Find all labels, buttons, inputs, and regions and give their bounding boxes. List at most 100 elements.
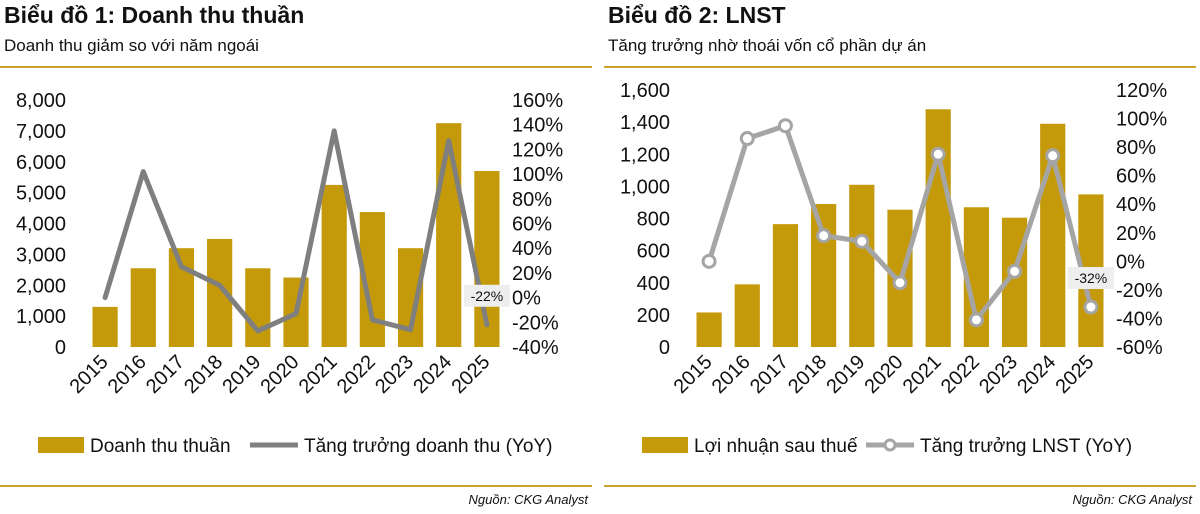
- y-right-tick-label: -60%: [1116, 337, 1163, 359]
- bar: [925, 109, 951, 348]
- y-left-tick-label: 8,000: [16, 90, 66, 112]
- bar: [811, 204, 837, 347]
- y-right-tick-label: 60%: [1116, 166, 1156, 188]
- bar: [696, 312, 722, 347]
- x-tick-label: 2023: [975, 351, 1022, 398]
- bar: [772, 224, 799, 347]
- y-right-tick-label: 80%: [1116, 137, 1156, 159]
- chart-subtitle: Doanh thu giảm so với năm ngoái: [4, 36, 259, 55]
- y-left-tick-label: 1,600: [620, 80, 670, 102]
- line-point: [739, 131, 755, 147]
- bar: [436, 123, 462, 347]
- y-right-tick-label: 100%: [512, 164, 563, 186]
- data-label-box: [463, 284, 510, 307]
- bar: [734, 284, 760, 347]
- y-right-tick-label: 120%: [1116, 80, 1167, 102]
- y-right-tick-label: -40%: [1116, 308, 1163, 330]
- y-right-tick-label: 20%: [512, 263, 552, 285]
- bottom-rule: [0, 485, 592, 487]
- y-left-tick-label: 0: [55, 337, 66, 359]
- x-tick-label: 2024: [1013, 351, 1060, 398]
- bar: [849, 184, 875, 347]
- legend-marker: [883, 438, 897, 452]
- chart-panel-1: Biểu đồ 1: Doanh thu thuần Doanh thu giả…: [0, 0, 592, 514]
- top-rule: [0, 66, 592, 68]
- growth-line: [102, 128, 490, 334]
- legend-swatch-bar: [642, 437, 688, 453]
- x-tick-label: 2018: [180, 351, 227, 398]
- bar: [92, 306, 118, 347]
- chart-panel-2: Biểu đồ 2: LNST Tăng trưởng nhờ thoái vố…: [604, 0, 1196, 514]
- x-tick-label: 2015: [670, 351, 717, 398]
- line-point: [1007, 263, 1023, 279]
- legend-label: Tăng trưởng doanh thu (YoY): [304, 436, 552, 457]
- chart-plot-2: 0 200 400 600 800 1,000 1,200 1,400 1,600 -60% -40…: [620, 80, 1167, 457]
- y-right-tick-label: -40%: [512, 337, 559, 359]
- x-tick-label: 2017: [142, 351, 189, 398]
- x-tick-label: 2015: [66, 351, 113, 398]
- y-right-tick-label: 0%: [512, 288, 541, 310]
- top-rule: [604, 66, 1196, 68]
- legend: Lợi nhuận sau thuế Tăng trưởng LNST (YoY): [642, 436, 1132, 457]
- y-left-tick-label: 1,000: [16, 306, 66, 328]
- y-left-tick-label: 0: [659, 337, 670, 359]
- line-point: [968, 312, 984, 328]
- y-right-tick-label: 40%: [1116, 194, 1156, 216]
- y-right-tick-label: 140%: [512, 115, 563, 137]
- chart-title: Biểu đồ 2: LNST: [608, 2, 786, 28]
- line-point: [1083, 299, 1099, 315]
- x-tick-label: 2022: [333, 351, 380, 398]
- y-left-tick-label: 1,000: [620, 176, 670, 198]
- source-note: Nguồn: CKG Analyst: [468, 492, 588, 507]
- y-left-tick-label: 4,000: [16, 214, 66, 236]
- x-tick-label: 2019: [822, 351, 869, 398]
- y-right-tick-label: 160%: [512, 90, 563, 112]
- bar: [321, 184, 347, 347]
- x-tick-label: 2024: [409, 351, 456, 398]
- y-left-tick-label: 5,000: [16, 183, 66, 205]
- legend-label: Tăng trưởng LNST (YoY): [920, 436, 1132, 457]
- data-label: -32%: [1067, 267, 1114, 290]
- y-right-tick-label: 40%: [512, 238, 552, 260]
- y-left-tick-label: 7,000: [16, 121, 66, 143]
- bar: [130, 268, 156, 347]
- bottom-rule: [604, 485, 1196, 487]
- data-label-text: -32%: [1075, 270, 1108, 286]
- chart-plot-1: 0 1,000 2,000 3,000 4,000 5,000 6,000 7,000 8,00…: [16, 90, 563, 457]
- bar: [245, 268, 271, 347]
- x-tick-label: 2025: [1051, 351, 1098, 398]
- line-point: [892, 275, 908, 291]
- y-right-tick-label: -20%: [1116, 280, 1163, 302]
- y-right-tick-label: 120%: [512, 139, 563, 161]
- data-label-box: [1067, 267, 1114, 290]
- y-right-tick-label: 0%: [1116, 251, 1145, 273]
- chart-title: Biểu đồ 1: Doanh thu thuần: [4, 2, 305, 28]
- x-tick-label: 2023: [371, 351, 418, 398]
- x-tick-label: 2016: [104, 351, 151, 398]
- y-right-tick-label: -20%: [512, 312, 559, 334]
- y-left-tick-label: 200: [637, 305, 670, 327]
- y-right-tick-label: 100%: [1116, 109, 1167, 131]
- y-left-tick-label: 3,000: [16, 244, 66, 266]
- chart-subtitle: Tăng trưởng nhờ thoái vốn cổ phần dự án: [608, 36, 927, 55]
- line-point: [816, 228, 832, 244]
- x-tick-label: 2020: [257, 351, 304, 398]
- x-tick-label: 2022: [937, 351, 984, 398]
- y-left-tick-label: 6,000: [16, 152, 66, 174]
- y-left-tick-label: 1,400: [620, 112, 670, 134]
- line-point: [777, 118, 793, 134]
- legend-label: Lợi nhuận sau thuế: [694, 436, 858, 457]
- x-tick-label: 2019: [218, 351, 265, 398]
- x-tick-label: 2018: [784, 351, 831, 398]
- y-left-tick-label: 800: [637, 209, 670, 231]
- line-point: [854, 233, 870, 249]
- x-tick-label: 2025: [447, 351, 494, 398]
- legend: Doanh thu thuần Tăng trưởng doanh thu (Yo…: [38, 436, 552, 457]
- source-note: Nguồn: CKG Analyst: [1072, 492, 1192, 507]
- y-left-tick-label: 2,000: [16, 275, 66, 297]
- y-right-tick-label: 20%: [1116, 223, 1156, 245]
- x-tick-label: 2016: [708, 351, 755, 398]
- legend-label: Doanh thu thuần: [90, 436, 231, 457]
- x-tick-label: 2021: [899, 351, 946, 398]
- y-left-tick-label: 400: [637, 273, 670, 295]
